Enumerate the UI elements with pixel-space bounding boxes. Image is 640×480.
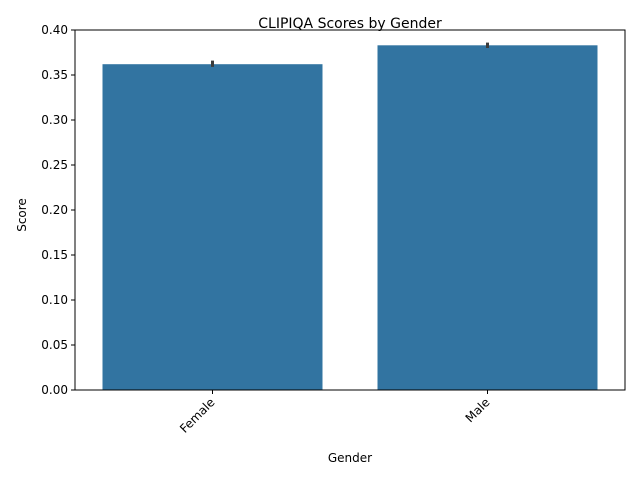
- y-tick-label: 0.20: [41, 203, 68, 217]
- y-tick-label: 0.10: [41, 293, 68, 307]
- y-axis-label: Score: [15, 198, 29, 232]
- x-axis-ticks: Female Male: [177, 390, 493, 436]
- x-tick-label: Male: [463, 395, 493, 425]
- y-tick-label: 0.15: [41, 248, 68, 262]
- bar-male: [377, 45, 598, 391]
- y-tick-label: 0.05: [41, 338, 68, 352]
- bars-layer: [102, 45, 598, 391]
- y-tick-label: 0.40: [41, 23, 68, 37]
- x-axis-label: Gender: [328, 451, 372, 465]
- y-tick-label: 0.35: [41, 68, 68, 82]
- y-tick-label: 0.25: [41, 158, 68, 172]
- chart-title: CLIPIQA Scores by Gender: [258, 16, 442, 32]
- error-bars-layer: [211, 42, 489, 67]
- y-tick-label: 0.30: [41, 113, 68, 127]
- plot-frame: [74, 29, 626, 391]
- bar-female: [102, 64, 323, 390]
- y-axis-ticks: 0.00 0.05 0.10 0.15 0.20 0.25 0.30 0.35 0.40: [41, 23, 75, 397]
- x-tick-label: Female: [177, 395, 218, 436]
- y-tick-label: 0.00: [41, 383, 68, 397]
